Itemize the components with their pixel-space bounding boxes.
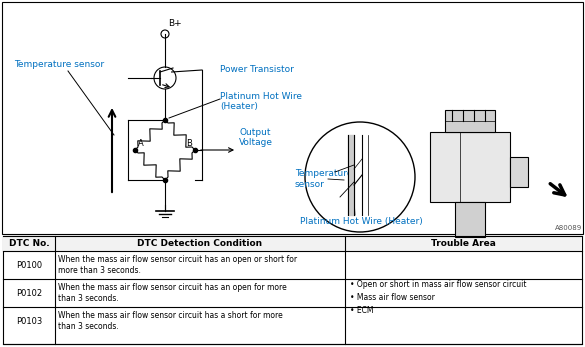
- Text: B+: B+: [168, 19, 181, 28]
- Bar: [455, 202, 485, 237]
- Text: • Open or short in mass air flow sensor circuit
• Mass air flow sensor
• ECM: • Open or short in mass air flow sensor …: [350, 280, 526, 315]
- Text: Platinum Hot Wire (Heater): Platinum Hot Wire (Heater): [300, 217, 423, 226]
- Text: When the mass air flow sensor circuit has an open for more
than 3 seconds.: When the mass air flow sensor circuit ha…: [58, 283, 287, 303]
- Text: A80089: A80089: [555, 225, 582, 231]
- Text: P0103: P0103: [16, 316, 42, 325]
- Text: B: B: [186, 139, 192, 148]
- Bar: [445, 110, 495, 132]
- Text: When the mass air flow sensor circuit has a short for more
than 3 seconds.: When the mass air flow sensor circuit ha…: [58, 311, 283, 331]
- Text: Temperature sensor: Temperature sensor: [14, 60, 104, 69]
- FancyBboxPatch shape: [430, 132, 510, 202]
- Text: P0100: P0100: [16, 261, 42, 270]
- Text: DTC Detection Condition: DTC Detection Condition: [137, 239, 263, 248]
- Text: A: A: [138, 139, 144, 148]
- Text: DTC No.: DTC No.: [9, 239, 49, 248]
- Bar: [3, 236, 582, 344]
- Text: Platinum Hot Wire
(Heater): Platinum Hot Wire (Heater): [220, 92, 302, 111]
- Text: When the mass air flow sensor circuit has an open or short for
more than 3 secon: When the mass air flow sensor circuit ha…: [58, 255, 297, 275]
- Text: P0102: P0102: [16, 288, 42, 297]
- Bar: [2, 2, 583, 234]
- Text: Temperature
sensor: Temperature sensor: [295, 169, 352, 189]
- Text: Trouble Area: Trouble Area: [431, 239, 495, 248]
- Text: Power Transistor: Power Transistor: [220, 65, 294, 74]
- Text: Output
Voltage: Output Voltage: [239, 128, 273, 147]
- Bar: [510, 157, 528, 187]
- Bar: [3, 236, 582, 251]
